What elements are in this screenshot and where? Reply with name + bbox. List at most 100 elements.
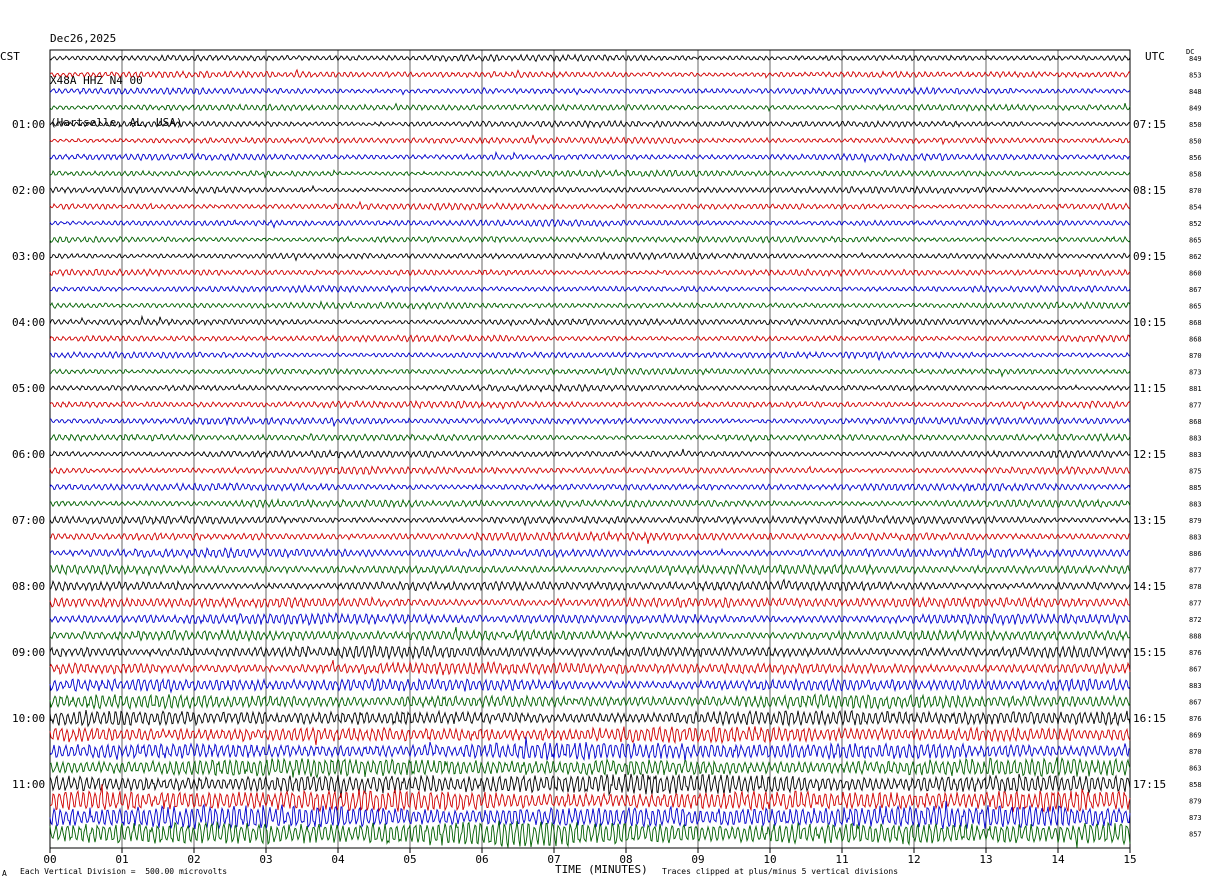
- seismic-trace: [49, 235, 1131, 244]
- seismic-trace: [49, 218, 1131, 229]
- utc-hour-label: 15:15: [1133, 646, 1166, 659]
- dc-offset-value: 886: [1189, 550, 1202, 558]
- x-tick-label: 02: [187, 853, 200, 866]
- seismic-trace: [49, 693, 1131, 710]
- seismic-trace: [49, 350, 1131, 362]
- x-tick-label: 09: [691, 853, 704, 866]
- seismic-trace: [49, 334, 1131, 344]
- x-tick-label: 01: [115, 853, 128, 866]
- dc-offset-value: 888: [1189, 633, 1202, 641]
- seismic-trace: [49, 314, 1131, 327]
- dc-offset-value: 885: [1189, 484, 1202, 492]
- seismic-trace: [49, 820, 1131, 848]
- x-tick-label: 04: [331, 853, 345, 866]
- dc-offset-value: 873: [1189, 369, 1202, 377]
- dc-offset-value: 877: [1189, 567, 1202, 575]
- seismic-trace: [49, 399, 1131, 411]
- cst-hour-label: 02:00: [12, 184, 45, 197]
- x-tick-label: 00: [43, 853, 56, 866]
- dc-offset-value: 854: [1189, 204, 1202, 212]
- cst-hour-label: 11:00: [12, 778, 45, 791]
- dc-offset-value: 867: [1189, 286, 1202, 294]
- scale-marker: A: [2, 869, 7, 878]
- x-tick-label: 05: [403, 853, 416, 866]
- seismic-trace: [49, 773, 1131, 799]
- dc-offset-value: 867: [1189, 699, 1202, 707]
- seismic-trace: [49, 299, 1131, 311]
- dc-offset-value: 879: [1189, 517, 1202, 525]
- cst-hour-label: 06:00: [12, 448, 45, 461]
- x-tick-label: 15: [1123, 853, 1136, 866]
- dc-offset-value: 883: [1189, 682, 1202, 690]
- utc-hour-label: 10:15: [1133, 316, 1166, 329]
- seismic-trace: [49, 801, 1131, 830]
- dc-offset-value: 868: [1189, 336, 1202, 344]
- dc-offset-value: 857: [1189, 831, 1202, 839]
- cst-hour-label: 01:00: [12, 118, 45, 131]
- dc-offset-value: 877: [1189, 600, 1202, 608]
- dc-offset-value: 868: [1189, 418, 1202, 426]
- x-tick-label: 13: [979, 853, 992, 866]
- x-tick-label: 03: [259, 853, 272, 866]
- seismic-trace: [49, 284, 1131, 294]
- dc-offset-value: 883: [1189, 435, 1202, 443]
- dc-offset-value: 850: [1189, 138, 1202, 146]
- dc-offset-value: 863: [1189, 765, 1202, 773]
- right-timezone-label: UTC: [1145, 50, 1165, 63]
- left-timezone-label: CST: [0, 50, 20, 63]
- scale-note: Each Vertical Division = 500.00 microvol…: [20, 867, 228, 876]
- dc-offset-value: 883: [1189, 451, 1202, 459]
- seismic-trace: [49, 497, 1131, 509]
- seismic-trace: [49, 784, 1131, 813]
- seismic-trace: [49, 119, 1131, 129]
- seismic-trace: [49, 134, 1131, 146]
- seismic-trace: [49, 530, 1131, 544]
- x-tick-label: 14: [1051, 853, 1065, 866]
- seismic-trace: [49, 432, 1131, 443]
- seismic-trace: [49, 595, 1131, 610]
- seismic-trace: [49, 53, 1131, 63]
- seismic-trace: [49, 102, 1131, 113]
- seismic-trace: [49, 514, 1131, 527]
- seismic-trace: [49, 578, 1131, 592]
- record-date: Dec26,2025: [50, 32, 117, 45]
- seismic-trace: [49, 757, 1131, 779]
- dc-offset-value: 852: [1189, 220, 1202, 228]
- seismic-trace: [49, 465, 1131, 476]
- seismic-trace: [49, 86, 1131, 96]
- dc-offset-value: 870: [1189, 748, 1202, 756]
- x-tick-label: 11: [835, 853, 848, 866]
- seismic-trace: [49, 68, 1131, 79]
- utc-hour-label: 11:15: [1133, 382, 1166, 395]
- seismic-trace: [49, 644, 1131, 661]
- seismic-trace: [49, 200, 1131, 211]
- dc-offset-value: 872: [1189, 616, 1202, 624]
- dc-offset-value: 849: [1189, 105, 1202, 113]
- seismic-trace: [49, 251, 1131, 262]
- utc-hour-label: 12:15: [1133, 448, 1166, 461]
- seismic-trace: [49, 448, 1131, 459]
- utc-hour-label: 16:15: [1133, 712, 1166, 725]
- cst-hour-label: 07:00: [12, 514, 45, 527]
- dc-offset-value: 883: [1189, 501, 1202, 509]
- dc-offset-value: 870: [1189, 352, 1202, 360]
- utc-hour-label: 13:15: [1133, 514, 1166, 527]
- x-tick-label: 07: [547, 853, 560, 866]
- dc-offset-header: DC: [1186, 48, 1195, 56]
- cst-hour-label: 10:00: [12, 712, 45, 725]
- seismic-trace: [49, 659, 1131, 676]
- dc-offset-value: 858: [1189, 781, 1202, 789]
- seismic-trace: [49, 415, 1131, 427]
- dc-offset-value: 873: [1189, 814, 1202, 822]
- dc-offset-value: 853: [1189, 72, 1202, 80]
- cst-hour-label: 08:00: [12, 580, 45, 593]
- dc-offset-value: 867: [1189, 666, 1202, 674]
- seismic-trace: [49, 709, 1131, 728]
- dc-offset-value: 860: [1189, 270, 1202, 278]
- x-tick-label: 12: [907, 853, 920, 866]
- seismic-trace: [49, 184, 1131, 195]
- cst-hour-label: 03:00: [12, 250, 45, 263]
- dc-offset-value: 848: [1189, 88, 1202, 96]
- seismic-trace: [49, 725, 1131, 746]
